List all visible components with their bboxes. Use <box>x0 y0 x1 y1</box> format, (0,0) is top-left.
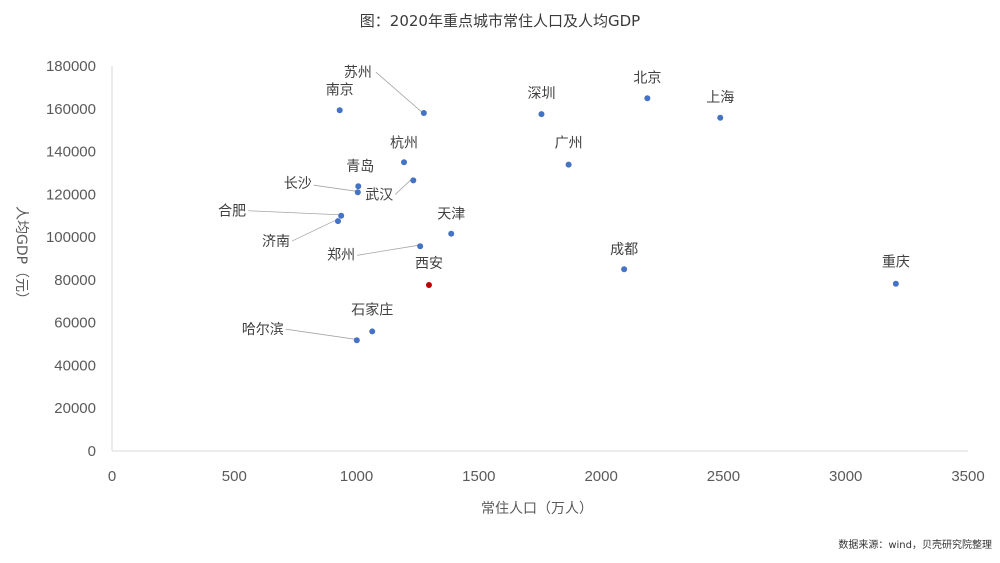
y-tick-label: 160000 <box>46 101 96 118</box>
point-label: 上海 <box>706 90 734 106</box>
data-point <box>401 159 408 166</box>
leader-line <box>395 179 412 195</box>
data-point <box>338 212 345 219</box>
axes: 0 500 1000 1500 2000 2500 3000 3500 0 20000 40000 6… <box>46 58 985 485</box>
x-tick-label: 2500 <box>707 468 740 485</box>
data-point <box>369 328 376 335</box>
y-tick-label: 120000 <box>46 186 96 203</box>
source-note: 数据来源：wind，贝壳研究院整理 <box>838 540 992 551</box>
y-tick-label: 100000 <box>46 229 96 246</box>
y-tick-label: 60000 <box>54 315 96 332</box>
x-axis-title: 常住人口（万人） <box>481 501 593 517</box>
data-point <box>717 114 724 121</box>
point-label: 天津 <box>437 207 465 223</box>
leader-line <box>313 184 356 192</box>
x-tick-label: 500 <box>222 468 247 485</box>
x-tick-label: 2000 <box>584 468 617 485</box>
point-label: 哈尔滨 <box>242 322 284 338</box>
data-point <box>892 280 899 287</box>
point-label: 广州 <box>555 136 583 152</box>
y-tick-label: 0 <box>88 443 96 460</box>
x-tick-label: 1500 <box>462 468 495 485</box>
y-axis-title: 人均GDP（元） <box>13 206 29 306</box>
data-point <box>354 189 361 196</box>
point-label: 南京 <box>326 82 354 98</box>
leader-line <box>291 219 337 242</box>
point-label: 长沙 <box>284 176 312 192</box>
x-tick-label: 1000 <box>340 468 373 485</box>
point-label: 郑州 <box>327 247 355 263</box>
point-label: 深圳 <box>527 86 555 102</box>
data-point <box>538 111 545 118</box>
point-label: 苏州 <box>344 65 372 81</box>
data-point <box>417 243 424 250</box>
data-point <box>334 218 341 225</box>
y-tick-label: 20000 <box>54 400 96 417</box>
point-label: 青岛 <box>346 159 374 175</box>
x-tick-label: 3000 <box>829 468 862 485</box>
point-label: 济南 <box>262 234 290 250</box>
data-point <box>353 337 360 344</box>
data-points <box>334 95 899 344</box>
point-label: 西安 <box>415 256 443 272</box>
data-point <box>420 110 427 117</box>
leader-line <box>375 71 423 113</box>
data-point <box>621 266 628 273</box>
y-tick-label: 40000 <box>54 357 96 374</box>
point-label: 成都 <box>610 242 638 258</box>
point-label: 武汉 <box>365 187 393 203</box>
chart-title: 图：2020年重点城市常住人口及人均GDP <box>359 12 641 30</box>
leader-line <box>285 328 355 340</box>
leader-line <box>357 244 419 256</box>
data-point <box>355 183 362 190</box>
point-label: 重庆 <box>882 255 910 271</box>
data-point <box>425 282 432 289</box>
data-point <box>644 95 651 102</box>
point-label: 杭州 <box>390 135 418 151</box>
x-tick-label: 3500 <box>951 468 984 485</box>
point-label: 北京 <box>633 70 661 86</box>
data-point <box>410 177 417 184</box>
data-point <box>448 230 455 237</box>
y-tick-label: 140000 <box>46 144 96 161</box>
point-label: 合肥 <box>218 204 246 220</box>
leader-line <box>248 210 340 216</box>
x-tick-label: 0 <box>108 468 116 485</box>
data-point <box>336 107 343 114</box>
point-label: 石家庄 <box>351 301 393 318</box>
y-tick-label: 180000 <box>46 58 96 75</box>
leader-lines <box>248 71 423 340</box>
data-point <box>565 161 572 168</box>
y-tick-label: 80000 <box>54 272 96 289</box>
